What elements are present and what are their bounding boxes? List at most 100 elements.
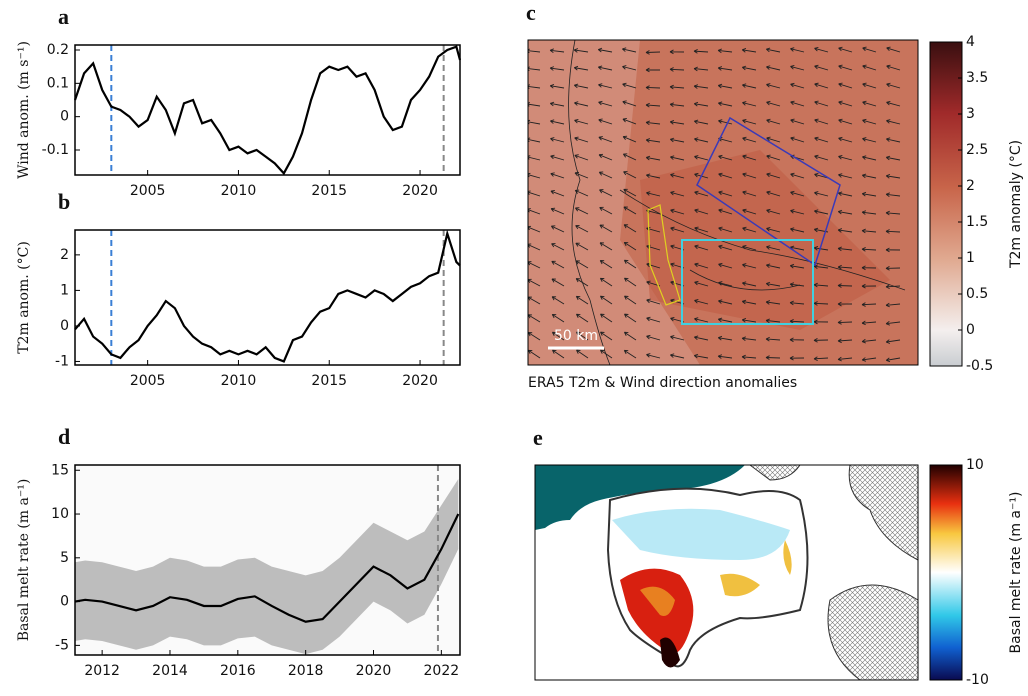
- wind-arrow: [622, 135, 637, 143]
- wind-arrow: [766, 118, 781, 125]
- wind-arrow: [886, 64, 901, 71]
- y-tick-label: -1: [55, 353, 69, 369]
- wind-arrow: [575, 224, 589, 233]
- wind-arrow: [814, 136, 829, 143]
- wind-arrow: [576, 349, 589, 359]
- wind-arrow: [814, 100, 829, 107]
- wind-arrow: [549, 83, 565, 89]
- wind-arrow: [528, 332, 541, 341]
- wind-arrow: [670, 173, 685, 179]
- wind-arrow: [885, 265, 901, 271]
- x-tick-label: 2022: [424, 663, 460, 679]
- wind-arrow: [694, 335, 709, 341]
- wind-arrow: [717, 335, 733, 341]
- wind-arrow: [837, 338, 853, 344]
- wind-arrow: [886, 137, 901, 143]
- wind-arrow: [718, 299, 733, 305]
- x-tick-label: 2015: [311, 373, 347, 389]
- wind-arrow: [693, 101, 709, 107]
- wind-arrow: [766, 245, 781, 251]
- wind-arrow: [766, 83, 781, 89]
- wind-arrow: [790, 136, 805, 143]
- wind-arrow: [861, 173, 877, 179]
- wind-arrow: [551, 278, 565, 287]
- wind-arrow: [766, 263, 781, 269]
- wind-arrow: [790, 172, 805, 179]
- wind-arrow: [790, 82, 805, 89]
- wind-arrow: [694, 226, 709, 233]
- x-tick-label: 2005: [130, 373, 166, 389]
- y-tick-label: 5: [60, 550, 69, 566]
- wind-arrow: [693, 353, 709, 359]
- wind-arrow: [549, 101, 565, 107]
- wind-arrow: [694, 299, 709, 305]
- y-tick-label: 0: [60, 318, 69, 334]
- wind-arrow: [790, 118, 805, 125]
- wind-arrow: [693, 119, 709, 125]
- wind-arrow: [885, 210, 901, 216]
- wind-arrow: [886, 100, 901, 107]
- wind-arrow: [622, 47, 637, 53]
- wind-arrow: [599, 189, 613, 197]
- y-tick-label: 1: [60, 282, 69, 298]
- wind-arrow: [576, 331, 589, 341]
- wind-arrow: [622, 100, 637, 107]
- wind-arrow: [742, 226, 757, 233]
- wind-arrow: [813, 356, 829, 361]
- colorbar-tick-label: 10: [966, 457, 984, 473]
- wind-arrow: [861, 191, 877, 197]
- uncertainty-band: [75, 479, 459, 655]
- wind-arrow: [549, 48, 565, 53]
- wind-arrow: [598, 136, 613, 143]
- wind-arrow: [669, 120, 685, 125]
- wind-arrow: [814, 172, 829, 179]
- wind-arrow: [885, 321, 901, 326]
- wind-arrow: [550, 137, 565, 143]
- y-tick-label: 0: [60, 109, 69, 125]
- colorbar-tick-label: 0: [966, 322, 975, 338]
- wind-arrow: [862, 100, 877, 107]
- y-tick-label: -0.1: [42, 142, 69, 158]
- wind-arrow: [862, 155, 877, 161]
- wind-arrow: [551, 296, 565, 305]
- wind-arrow: [718, 119, 733, 125]
- y-tick-label: 0: [60, 594, 69, 610]
- plot-frame: [74, 229, 461, 366]
- wind-arrow: [718, 172, 733, 179]
- wind-arrow: [624, 313, 637, 323]
- wind-arrow: [574, 101, 589, 107]
- wind-arrow: [694, 190, 709, 197]
- wind-arrow: [574, 136, 589, 143]
- wind-arrow: [741, 65, 757, 71]
- wind-arrow: [622, 153, 637, 161]
- wind-arrow: [885, 247, 901, 253]
- wind-arrow: [741, 336, 757, 341]
- y-axis-title: Wind anom. (m s⁻¹): [16, 41, 32, 179]
- wind-arrow: [574, 171, 589, 179]
- wind-arrow: [552, 349, 565, 359]
- wind-arrow: [814, 118, 829, 125]
- wind-arrow: [813, 246, 829, 251]
- wind-arrow: [645, 155, 661, 161]
- wind-arrow: [838, 118, 853, 125]
- wind-arrow: [885, 357, 901, 363]
- wind-arrow: [742, 154, 757, 161]
- wind-arrow: [790, 227, 805, 233]
- wind-arrow: [885, 339, 901, 344]
- y-tick-label: 15: [51, 462, 69, 478]
- wind-arrow: [717, 317, 733, 323]
- wind-arrow: [551, 243, 565, 251]
- wind-arrow: [623, 224, 637, 233]
- wind-arrow: [838, 100, 853, 107]
- wind-arrow: [669, 137, 685, 143]
- x-tick-label: 2005: [130, 183, 166, 199]
- wind-arrow: [599, 224, 613, 233]
- y-tick-label: 0.2: [47, 42, 69, 58]
- wind-arrow: [862, 46, 877, 53]
- wind-arrow: [669, 102, 685, 107]
- wind-arrow: [670, 335, 685, 341]
- wind-arrow: [693, 49, 709, 54]
- wind-arrow: [573, 48, 589, 53]
- wind-arrow: [765, 47, 781, 53]
